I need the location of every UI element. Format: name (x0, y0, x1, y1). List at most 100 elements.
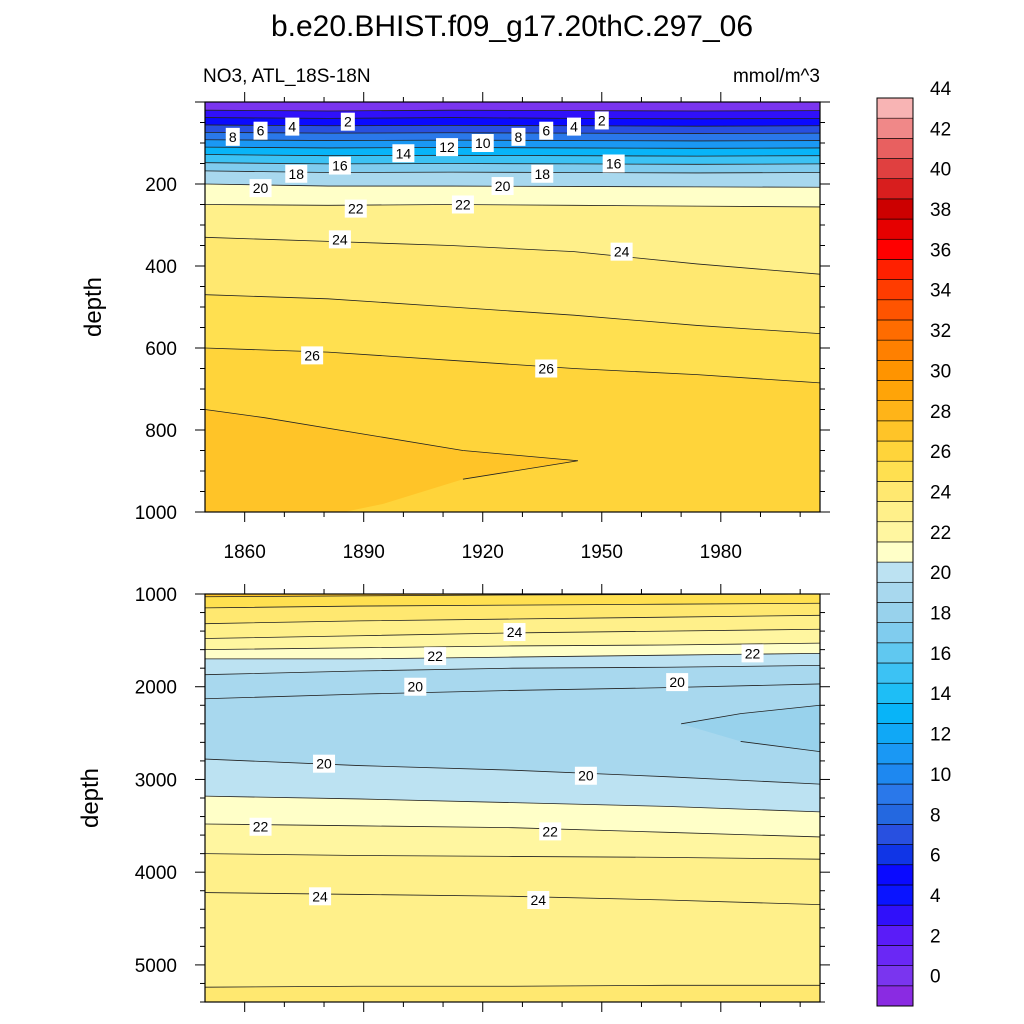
colorbar-segment (876, 501, 914, 523)
contour-label: 6 (257, 123, 265, 139)
contour-label: 20 (316, 756, 332, 772)
contour-label-box (344, 199, 367, 218)
contour-line (205, 665, 820, 676)
colorbar-segment (876, 703, 914, 724)
contour-label: 24 (507, 624, 523, 640)
contour-label: 20 (253, 180, 269, 196)
contour-label-box (741, 644, 764, 663)
contour-label-box (436, 138, 459, 157)
contour-label: 24 (312, 888, 328, 904)
colorbar-segment (876, 521, 914, 543)
colorbar-frame (876, 97, 914, 1007)
contour-line (205, 652, 820, 660)
colorbar-segment (876, 380, 914, 401)
contour-label: 20 (408, 679, 424, 695)
colorbar-segment (876, 178, 914, 200)
contour-label-box (491, 177, 514, 196)
contour-label: 8 (229, 129, 237, 145)
colorbar-segment (876, 723, 914, 744)
contour-label-box (309, 887, 332, 906)
colorbar-tick-label: 18 (930, 604, 951, 625)
contour-label: 24 (332, 231, 348, 247)
contour-line (205, 683, 820, 700)
contour-label-box (574, 766, 597, 785)
colorbar-segment (876, 339, 914, 361)
colorbar-segment (876, 945, 914, 966)
contour-band (205, 892, 820, 988)
contour-line (205, 204, 820, 208)
contour-label-box (285, 117, 300, 136)
y-tick-label: 1000 (135, 503, 177, 524)
colorbar-segment (876, 924, 914, 946)
colorbar-segment (876, 158, 914, 180)
contour-band (205, 237, 820, 334)
contour-label-box (567, 117, 581, 136)
contour-line (205, 146, 820, 149)
contour-label: 18 (288, 166, 304, 182)
y-tick-label: 600 (145, 339, 177, 360)
colorbar-segment (876, 541, 914, 563)
contour-label: 8 (515, 129, 523, 145)
colorbar-segment (876, 561, 914, 583)
contour-band (205, 594, 820, 608)
contour-band (205, 204, 820, 275)
y-tick-label: 2000 (135, 678, 177, 699)
colorbar-segment (876, 642, 914, 664)
colorbar-segment (876, 763, 914, 785)
contour-label: 6 (542, 123, 550, 139)
contour-label: 12 (439, 139, 455, 155)
contour-label-box (285, 164, 308, 183)
contour-line (205, 109, 820, 112)
colorbar-tick-label: 38 (930, 200, 951, 221)
contour-label-box (424, 647, 447, 666)
contour-band (205, 110, 820, 119)
colorbar-segment (876, 319, 914, 341)
contour-band (205, 603, 820, 624)
contour-label-box (535, 359, 558, 378)
colorbar-segment (876, 440, 914, 462)
chart-title: b.e20.BHIST.f09_g17.20thC.297_06 (271, 10, 753, 43)
colorbar-tick-label: 10 (930, 765, 951, 786)
contour-label: 26 (304, 347, 320, 363)
contour-label-box (392, 144, 415, 163)
contour-label-box (503, 623, 526, 642)
contour-label: 16 (332, 158, 348, 174)
contour-label-box (539, 822, 562, 841)
contour-label-box (313, 754, 336, 773)
colorbar-segment (876, 985, 914, 1007)
contour-band (205, 683, 820, 785)
contour-line (205, 154, 820, 157)
colorbar-tick-label: 2 (930, 926, 941, 947)
contour-line (205, 409, 579, 480)
colorbar-tick-label: 22 (930, 523, 951, 544)
contour-line (205, 117, 820, 120)
contour-band (205, 985, 820, 1002)
colorbar-segment (876, 884, 914, 906)
colorbar-tick-label: 16 (930, 644, 951, 665)
contour-label-box (527, 891, 550, 909)
contour-line (205, 602, 820, 609)
y-tick-label: 4000 (135, 863, 177, 884)
contour-line (205, 795, 820, 813)
contour-label: 20 (578, 768, 594, 784)
lower-y-axis-label: depth (77, 768, 104, 828)
contour-line (205, 614, 820, 625)
contour-label-box (451, 195, 474, 214)
contour-label: 16 (606, 156, 622, 172)
contour-label-box (539, 121, 554, 140)
colorbar-segment (876, 743, 914, 765)
colorbar-tick-label: 40 (930, 160, 951, 181)
contour-line (205, 892, 820, 906)
contour-line (205, 162, 820, 165)
contour-label: 14 (396, 145, 412, 161)
colorbar-segment (876, 238, 914, 260)
contour-label: 22 (745, 645, 761, 661)
contour-line (205, 294, 820, 335)
contour-line (205, 170, 820, 174)
colorbar-tick-label: 24 (930, 482, 952, 503)
contour-band (205, 154, 820, 165)
contour-band (205, 294, 820, 383)
contour-band (205, 147, 820, 157)
contour-label: 24 (614, 244, 630, 260)
